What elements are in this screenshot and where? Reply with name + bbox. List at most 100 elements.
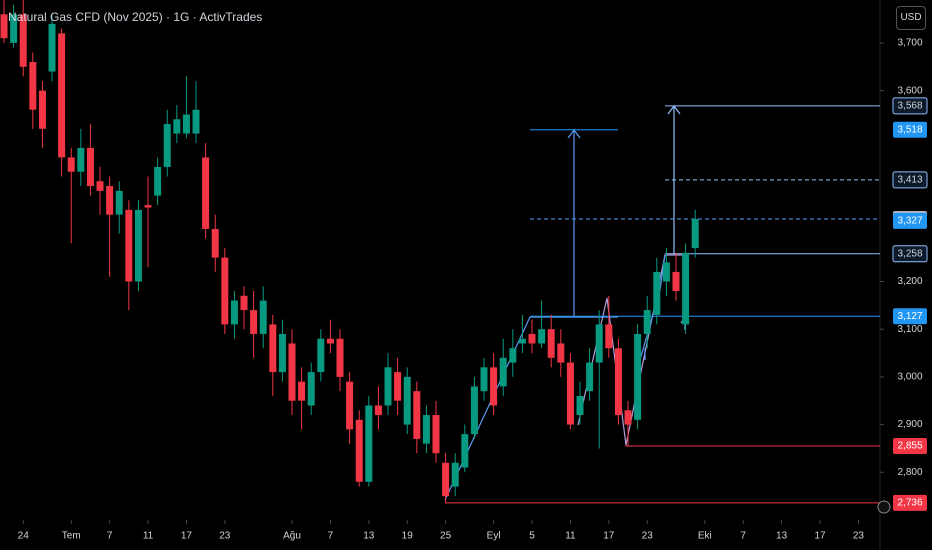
candle-body: [77, 147, 85, 172]
x-tick-label: 11: [143, 531, 154, 542]
candle-body: [10, 14, 18, 43]
candle-body: [461, 434, 469, 468]
price-tag-label: 3,413: [897, 174, 922, 185]
candle-body: [566, 362, 574, 425]
candle-body: [288, 343, 296, 401]
price-tag: [893, 438, 927, 455]
price-tag-label: 2,855: [897, 441, 922, 452]
candle-body: [221, 257, 229, 325]
y-tick-label: 3,000: [897, 372, 922, 383]
candle-body: [336, 338, 344, 377]
candle-body: [624, 410, 632, 425]
x-tick-label: Eki: [698, 531, 712, 542]
candle-body: [557, 343, 565, 363]
y-tick-label: 3,200: [897, 276, 922, 287]
price-tag: [892, 245, 928, 263]
candle-body: [144, 205, 152, 208]
candle-body: [173, 119, 181, 134]
candle-body: [394, 372, 402, 401]
candle-body: [192, 109, 200, 134]
candle-body: [413, 391, 421, 439]
x-tick-label: 25: [440, 531, 452, 542]
price-tag: [892, 97, 928, 115]
candle-body: [634, 333, 642, 420]
candle-body: [653, 271, 661, 315]
candle-body: [480, 367, 488, 392]
x-tick-label: 11: [565, 531, 576, 542]
candle-body: [442, 462, 450, 497]
candle-body: [182, 114, 190, 134]
trend-line: [444, 316, 531, 501]
x-tick-label: 17: [814, 531, 826, 542]
price-tag: [893, 121, 927, 138]
price-tag-label: 2,736: [897, 497, 922, 508]
candle-body: [384, 367, 392, 406]
candle-body: [29, 62, 37, 110]
price-tag: [893, 212, 927, 229]
candle-body: [643, 310, 651, 334]
candle-body: [240, 295, 248, 311]
candle-body: [509, 348, 517, 363]
candle-body: [326, 338, 334, 344]
candle-body: [154, 166, 162, 196]
candle-body: [19, 14, 27, 67]
symbol-title: Natural Gas CFD (Nov 2025) · 1G · ActivT…: [8, 10, 263, 24]
candle-body: [346, 381, 354, 430]
x-tick-label: 23: [219, 531, 231, 542]
candle-body: [499, 357, 507, 387]
candle-body: [662, 262, 670, 282]
candle-body: [403, 376, 411, 425]
currency-button[interactable]: USD: [896, 6, 926, 30]
y-tick-label: 3,100: [897, 324, 922, 335]
y-tick-label: 2,900: [897, 419, 922, 430]
candle-body: [48, 23, 56, 72]
x-tick-label: 13: [363, 531, 375, 542]
candle-body: [374, 405, 382, 416]
candle-body: [691, 218, 699, 249]
candle-body: [307, 372, 315, 406]
candle-body: [58, 33, 66, 158]
candle-body: [365, 405, 373, 482]
candle-body: [230, 300, 238, 325]
x-tick-label: 17: [603, 531, 615, 542]
candle-body: [250, 310, 258, 334]
price-tag-label: 3,568: [897, 101, 922, 112]
price-tag-label: 3,327: [897, 216, 922, 227]
candle-body: [614, 348, 622, 416]
candle-body: [432, 415, 440, 454]
y-tick-label: 3,600: [897, 85, 922, 96]
price-tag-label: 3,518: [897, 124, 922, 135]
candle-body: [67, 157, 75, 172]
price-tag: [893, 494, 927, 511]
candle-body: [451, 462, 459, 487]
candle-body: [125, 209, 133, 282]
x-tick-label: 23: [853, 531, 865, 542]
price-tag-label: 3,258: [897, 248, 922, 259]
x-tick-label: 24: [18, 531, 30, 542]
candle-body: [115, 190, 123, 215]
candle-body: [269, 324, 277, 373]
candle-body: [134, 209, 142, 282]
candle-body: [211, 228, 219, 258]
candle-body: [298, 381, 306, 401]
x-tick-label: 19: [402, 531, 414, 542]
drawings: [444, 105, 690, 501]
candle-body: [106, 186, 114, 215]
candle-body: [518, 338, 526, 344]
y-tick-label: 3,700: [897, 38, 922, 49]
candle-body: [317, 338, 325, 373]
candle-body: [576, 395, 584, 416]
price-tag-label: 3,127: [897, 311, 922, 322]
candle-body: [547, 329, 555, 358]
x-tick-label: 23: [642, 531, 654, 542]
x-tick-label: 7: [740, 531, 746, 542]
x-tick-label: 5: [529, 531, 535, 542]
y-tick-label: 2,800: [897, 467, 922, 478]
price-tag: [893, 308, 927, 325]
x-tick-label: Ağu: [283, 531, 301, 542]
x-tick-label: Eyl: [487, 531, 501, 542]
candle-body: [259, 300, 267, 334]
candle-body: [605, 324, 613, 349]
